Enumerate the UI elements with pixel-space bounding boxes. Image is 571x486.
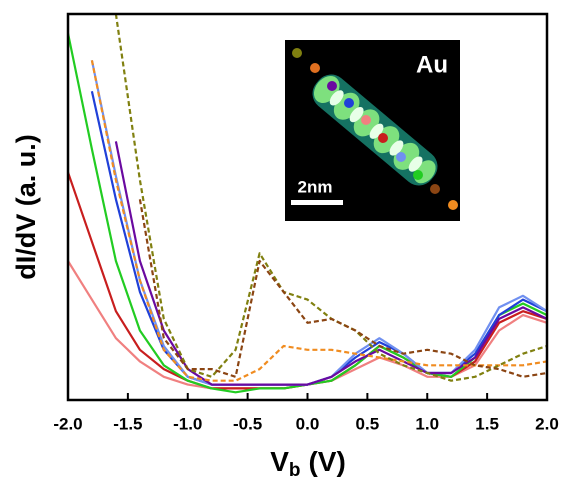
x-tick-label: 1.5 <box>475 414 499 433</box>
x-tick-label: -2.0 <box>53 414 82 433</box>
scale-bar-label: 2nm <box>298 177 333 196</box>
x-tick-label: -1.0 <box>173 414 202 433</box>
chart: Au 2nm Vb (V) dI/dV (a. u.) -2.0 -1.5 -1.0 -… <box>0 0 571 486</box>
x-tick-label: 0.5 <box>356 414 380 433</box>
x-axis-label: Vb (V) <box>270 446 346 481</box>
x-tick-label: -1.5 <box>113 414 142 433</box>
inset: Au 2nm <box>285 40 460 221</box>
x-label-sub: b <box>289 460 301 481</box>
y-axis-label: dI/dV (a. u.) <box>11 134 41 280</box>
x-tick-label: 1.0 <box>415 414 439 433</box>
x-tick-label: 2.0 <box>535 414 559 433</box>
x-label-unit: (V) <box>308 446 345 477</box>
x-tick-label: -0.5 <box>233 414 262 433</box>
inset-label: Au <box>416 51 448 78</box>
scale-bar <box>291 200 343 205</box>
x-tick-label: 0.0 <box>296 414 320 433</box>
x-label-main: V <box>270 446 289 477</box>
